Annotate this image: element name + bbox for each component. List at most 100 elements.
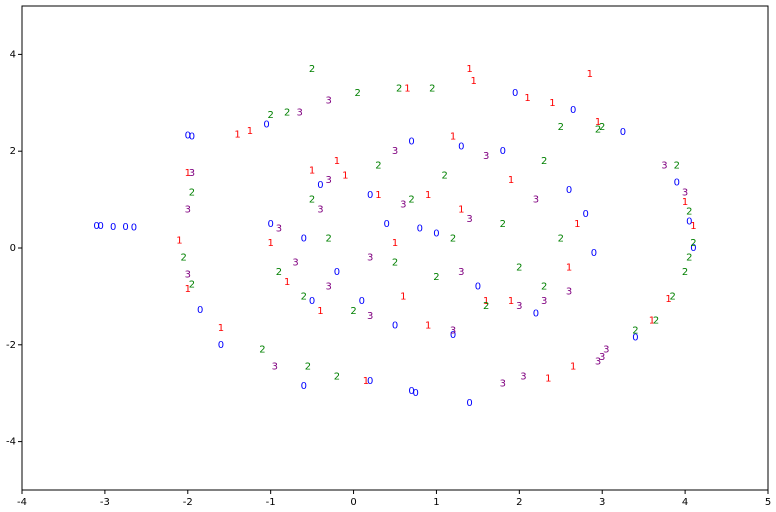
point-label: 0 bbox=[408, 137, 414, 148]
point-label: 0 bbox=[690, 243, 696, 254]
point-label: 3 bbox=[367, 311, 373, 322]
point-label: 2 bbox=[558, 233, 564, 244]
x-tick-label: 2 bbox=[516, 497, 522, 508]
point-label: 3 bbox=[516, 301, 522, 312]
point-label: 1 bbox=[508, 296, 514, 307]
point-label: 1 bbox=[185, 284, 191, 295]
point-label: 2 bbox=[599, 122, 605, 133]
point-label: 0 bbox=[218, 340, 224, 351]
point-label: 2 bbox=[541, 282, 547, 293]
point-label: 0 bbox=[582, 209, 588, 220]
point-label: 2 bbox=[309, 195, 315, 206]
point-label: 1 bbox=[218, 323, 224, 334]
x-tick-label: 4 bbox=[682, 497, 688, 508]
y-tick-label: 2 bbox=[10, 146, 16, 157]
point-label: 0 bbox=[392, 320, 398, 331]
point-label: 1 bbox=[392, 238, 398, 249]
point-label: 2 bbox=[682, 267, 688, 278]
x-tick-label: 1 bbox=[433, 497, 439, 508]
point-label: 2 bbox=[442, 170, 448, 181]
point-label: 1 bbox=[363, 376, 369, 387]
point-label: 1 bbox=[524, 93, 530, 104]
point-label: 1 bbox=[425, 320, 431, 331]
point-label: 1 bbox=[682, 197, 688, 208]
point-label: 3 bbox=[566, 287, 572, 298]
point-label: 1 bbox=[483, 296, 489, 307]
point-label: 1 bbox=[176, 236, 182, 247]
point-label: 0 bbox=[674, 178, 680, 189]
point-label: 2 bbox=[189, 187, 195, 198]
point-label: 0 bbox=[566, 185, 572, 196]
point-label: 3 bbox=[185, 270, 191, 281]
point-label: 2 bbox=[500, 219, 506, 230]
point-label: 2 bbox=[375, 161, 381, 172]
point-label: 2 bbox=[301, 291, 307, 302]
point-label: 2 bbox=[189, 279, 195, 290]
point-label: 1 bbox=[595, 117, 601, 128]
point-label: 0 bbox=[317, 180, 323, 191]
point-label: 3 bbox=[317, 204, 323, 215]
point-label: 0 bbox=[301, 381, 307, 392]
point-label: 3 bbox=[500, 379, 506, 390]
point-label: 0 bbox=[413, 388, 419, 399]
point-label: 2 bbox=[259, 345, 265, 356]
point-label: 0 bbox=[620, 127, 626, 138]
point-label: 1 bbox=[665, 294, 671, 305]
point-label: 3 bbox=[458, 267, 464, 278]
point-label: 0 bbox=[384, 219, 390, 230]
point-label: 3 bbox=[392, 146, 398, 157]
point-label: 0 bbox=[267, 219, 273, 230]
point-label: 2 bbox=[595, 124, 601, 135]
point-label: 1 bbox=[267, 238, 273, 249]
point-label: 0 bbox=[334, 267, 340, 278]
point-label: 1 bbox=[566, 262, 572, 273]
point-label: 3 bbox=[541, 296, 547, 307]
point-label: 1 bbox=[404, 83, 410, 94]
point-label: 3 bbox=[185, 204, 191, 215]
point-label: 2 bbox=[392, 258, 398, 269]
point-label: 1 bbox=[234, 129, 240, 140]
point-label: 2 bbox=[267, 110, 273, 121]
point-label: 2 bbox=[305, 362, 311, 373]
point-label: 2 bbox=[450, 233, 456, 244]
point-label: 3 bbox=[326, 175, 332, 186]
point-label: 1 bbox=[247, 126, 253, 137]
point-label: 0 bbox=[110, 222, 116, 233]
point-label: 3 bbox=[483, 151, 489, 162]
point-label: 2 bbox=[686, 207, 692, 218]
point-label: 2 bbox=[632, 325, 638, 336]
point-label: 0 bbox=[185, 131, 191, 142]
point-label: 1 bbox=[375, 190, 381, 201]
point-label: 0 bbox=[475, 282, 481, 293]
point-label: 0 bbox=[408, 386, 414, 397]
point-label: 0 bbox=[686, 216, 692, 227]
point-label: 2 bbox=[408, 195, 414, 206]
point-label: 3 bbox=[296, 107, 302, 118]
point-label: 0 bbox=[417, 224, 423, 235]
point-label: 3 bbox=[533, 195, 539, 206]
point-label: 3 bbox=[520, 371, 526, 382]
y-tick-label: 4 bbox=[10, 49, 16, 60]
point-label: 2 bbox=[276, 267, 282, 278]
point-label: 0 bbox=[500, 146, 506, 157]
point-label: 3 bbox=[189, 168, 195, 179]
point-label: 3 bbox=[326, 282, 332, 293]
point-label: 1 bbox=[471, 76, 477, 87]
point-label: 1 bbox=[549, 98, 555, 109]
point-label: 0 bbox=[197, 305, 203, 316]
point-label: 0 bbox=[570, 105, 576, 116]
point-label: 0 bbox=[450, 330, 456, 341]
point-label: 0 bbox=[533, 308, 539, 319]
point-label: 1 bbox=[466, 64, 472, 75]
point-label: 1 bbox=[450, 132, 456, 143]
point-label: 1 bbox=[309, 166, 315, 177]
point-label: 0 bbox=[512, 88, 518, 99]
point-label: 0 bbox=[131, 223, 137, 234]
point-label: 3 bbox=[272, 362, 278, 373]
point-label: 0 bbox=[98, 221, 104, 232]
x-tick-label: -1 bbox=[266, 497, 276, 508]
point-label: 0 bbox=[367, 190, 373, 201]
point-label: 1 bbox=[317, 306, 323, 317]
point-label: 0 bbox=[632, 333, 638, 344]
y-tick-label: -2 bbox=[6, 340, 16, 351]
